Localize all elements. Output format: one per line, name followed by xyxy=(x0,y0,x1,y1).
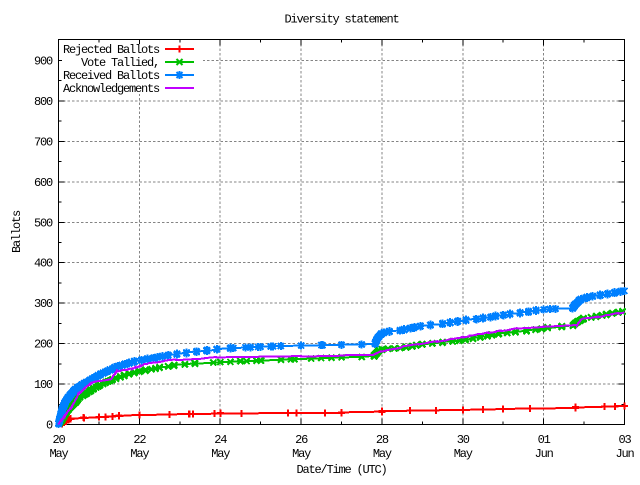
svg-text:0: 0 xyxy=(46,419,53,433)
svg-text:500: 500 xyxy=(34,216,53,230)
svg-text:800: 800 xyxy=(34,95,53,109)
svg-text:May: May xyxy=(211,447,230,461)
svg-text:Diversity statement: Diversity statement xyxy=(284,13,398,27)
svg-text:300: 300 xyxy=(34,297,53,311)
svg-text:Received Ballots: Received Ballots xyxy=(63,69,160,83)
svg-text:01: 01 xyxy=(538,433,551,447)
svg-text:26: 26 xyxy=(295,433,308,447)
svg-text:20: 20 xyxy=(52,433,65,447)
svg-text:28: 28 xyxy=(376,433,389,447)
svg-text:700: 700 xyxy=(34,135,53,149)
svg-text:24: 24 xyxy=(214,433,227,447)
svg-text:Rejected Ballots: Rejected Ballots xyxy=(63,43,160,57)
svg-text:May: May xyxy=(373,447,392,461)
svg-text:900: 900 xyxy=(34,55,53,69)
svg-text:Jun: Jun xyxy=(615,447,634,461)
svg-text:Acknowledgements: Acknowledgements xyxy=(63,82,160,96)
svg-text:May: May xyxy=(292,447,311,461)
svg-text:03: 03 xyxy=(618,433,631,447)
svg-text:May: May xyxy=(454,447,473,461)
svg-text:Date/Time (UTC): Date/Time (UTC) xyxy=(296,463,386,477)
svg-text:Ballots: Ballots xyxy=(10,210,24,253)
svg-text:May: May xyxy=(130,447,149,461)
svg-text:400: 400 xyxy=(34,257,53,271)
svg-text:Vote Tallied,: Vote Tallied, xyxy=(81,56,159,70)
svg-text:100: 100 xyxy=(34,378,53,392)
svg-text:Jun: Jun xyxy=(535,447,554,461)
svg-text:200: 200 xyxy=(34,338,53,352)
svg-text:22: 22 xyxy=(133,433,146,447)
svg-text:May: May xyxy=(49,447,68,461)
svg-text:30: 30 xyxy=(457,433,470,447)
svg-text:600: 600 xyxy=(34,176,53,190)
